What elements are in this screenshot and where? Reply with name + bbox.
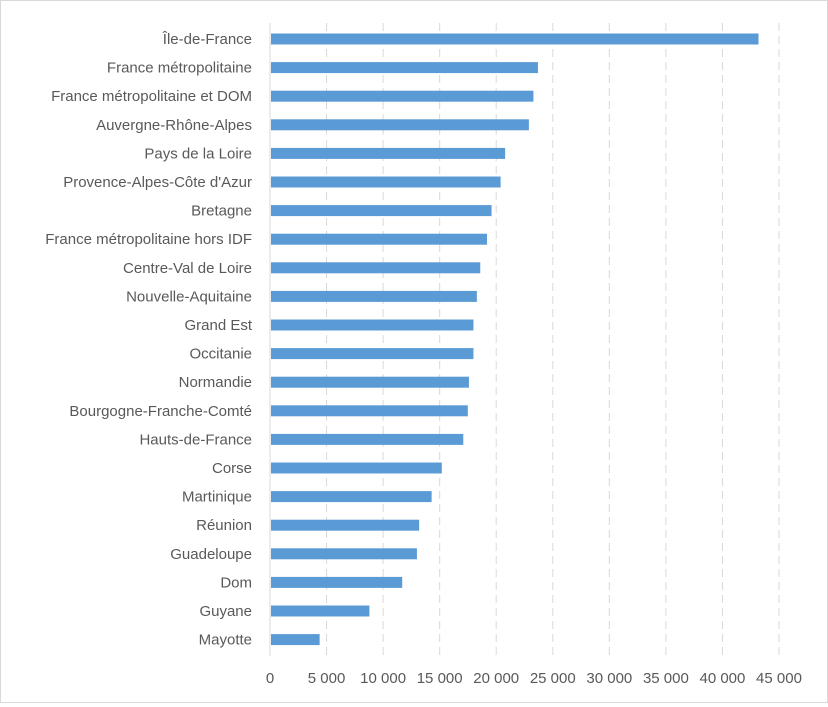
category-label: Nouvelle-Aquitaine (126, 288, 252, 305)
category-label: Dom (220, 574, 252, 591)
category-label: Réunion (196, 517, 252, 534)
bar (271, 576, 403, 588)
bar (271, 634, 320, 646)
x-tick-label: 20 000 (473, 670, 519, 687)
bar (271, 519, 420, 531)
bar (271, 605, 370, 617)
x-tick-label: 35 000 (643, 670, 689, 687)
category-label: France métropolitaine hors IDF (45, 231, 252, 248)
x-tick-label: 30 000 (586, 670, 632, 687)
category-label: Centre-Val de Loire (123, 260, 252, 277)
category-label: Guyane (199, 603, 252, 620)
category-label: Auvergne-Rhône-Alpes (96, 117, 252, 134)
x-tick-label: 15 000 (417, 670, 463, 687)
bar (271, 62, 538, 74)
bar (271, 119, 529, 131)
category-label: Corse (212, 460, 252, 477)
bar (271, 376, 469, 388)
x-tick-label: 0 (266, 670, 274, 687)
x-tick-label: 40 000 (699, 670, 745, 687)
category-label: Île-de-France (162, 31, 252, 48)
bar (271, 319, 474, 331)
category-label: Provence-Alpes-Côte d'Azur (63, 174, 252, 191)
bar (271, 348, 474, 360)
bar (271, 90, 534, 102)
category-label: Grand Est (184, 317, 252, 334)
bar (271, 462, 442, 474)
bar (271, 176, 501, 188)
category-label: Martinique (182, 489, 252, 506)
bar (271, 147, 506, 159)
category-label: Mayotte (199, 632, 252, 649)
category-label: Occitanie (189, 346, 252, 363)
bar (271, 405, 468, 417)
category-label: Bretagne (191, 203, 252, 220)
category-label: Pays de la Loire (144, 145, 252, 162)
category-label: France métropolitaine (107, 60, 252, 77)
category-label: Guadeloupe (170, 546, 252, 563)
bar (271, 205, 492, 217)
x-tick-label: 5 000 (308, 670, 346, 687)
bar (271, 262, 481, 274)
x-tick-label: 25 000 (530, 670, 576, 687)
bar (271, 433, 464, 445)
category-label: Normandie (179, 374, 252, 391)
category-label: France métropolitaine et DOM (51, 88, 252, 105)
bar (271, 491, 432, 503)
x-tick-label: 10 000 (360, 670, 406, 687)
bar (271, 290, 477, 302)
category-label: Bourgogne-Franche-Comté (69, 403, 252, 420)
bar (271, 548, 417, 560)
bar (271, 33, 759, 45)
x-tick-label: 45 000 (756, 670, 802, 687)
bar (271, 233, 488, 245)
category-label: Hauts-de-France (139, 431, 252, 448)
